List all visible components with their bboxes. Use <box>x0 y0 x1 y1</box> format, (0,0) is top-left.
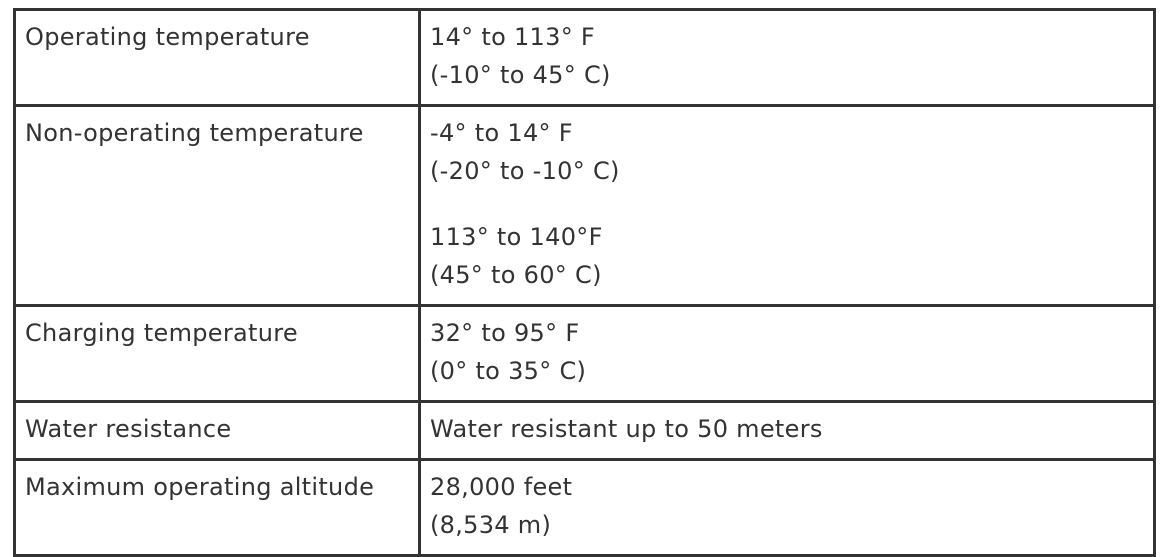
table-row: Maximum operating altitude 28,000 feet (8,… <box>13 458 1156 557</box>
spec-paragraph: 32° to 95° F (0° to 35° C) <box>430 314 1145 390</box>
spec-table: Operating temperature 14° to 113° F (-10° … <box>13 8 1156 557</box>
table-row: Water resistance Water resistant up to 50… <box>13 400 1156 461</box>
spec-label: Water resistance <box>13 400 421 461</box>
spec-value: Water resistant up to 50 meters <box>418 400 1156 461</box>
spec-line: 28,000 feet <box>430 473 573 501</box>
spec-label: Operating temperature <box>13 8 421 107</box>
spec-paragraph: 28,000 feet (8,534 m) <box>430 468 1145 544</box>
spec-label: Maximum operating altitude <box>13 458 421 557</box>
table-row: Charging temperature 32° to 95° F (0° to 3… <box>13 304 1156 403</box>
spec-value: -4° to 14° F (-20° to -10° C) 113° to 140°… <box>418 104 1156 307</box>
spec-line: Water resistant up to 50 meters <box>430 415 823 443</box>
spec-line: (-10° to 45° C) <box>430 61 611 89</box>
spec-paragraph: Water resistant up to 50 meters <box>430 410 1145 448</box>
spec-label: Non-operating temperature <box>13 104 421 307</box>
spec-line: (8,534 m) <box>430 511 552 539</box>
spec-line: 32° to 95° F <box>430 319 580 347</box>
spec-line: (45° to 60° C) <box>430 261 602 289</box>
spec-label: Charging temperature <box>13 304 421 403</box>
spec-value: 14° to 113° F (-10° to 45° C) <box>418 8 1156 107</box>
spec-line: (-20° to -10° C) <box>430 157 620 185</box>
spec-value: 32° to 95° F (0° to 35° C) <box>418 304 1156 403</box>
spec-line: (0° to 35° C) <box>430 357 587 385</box>
spec-value: 28,000 feet (8,534 m) <box>418 458 1156 557</box>
table-row: Operating temperature 14° to 113° F (-10° … <box>13 8 1156 107</box>
spec-line: 14° to 113° F <box>430 23 596 51</box>
spec-paragraph: 14° to 113° F (-10° to 45° C) <box>430 18 1145 94</box>
spec-line: 113° to 140°F <box>430 223 603 251</box>
spec-paragraph: 113° to 140°F (45° to 60° C) <box>430 218 1145 294</box>
spec-paragraph: -4° to 14° F (-20° to -10° C) <box>430 114 1145 190</box>
table-row: Non-operating temperature -4° to 14° F (-2… <box>13 104 1156 307</box>
spec-line: -4° to 14° F <box>430 119 573 147</box>
